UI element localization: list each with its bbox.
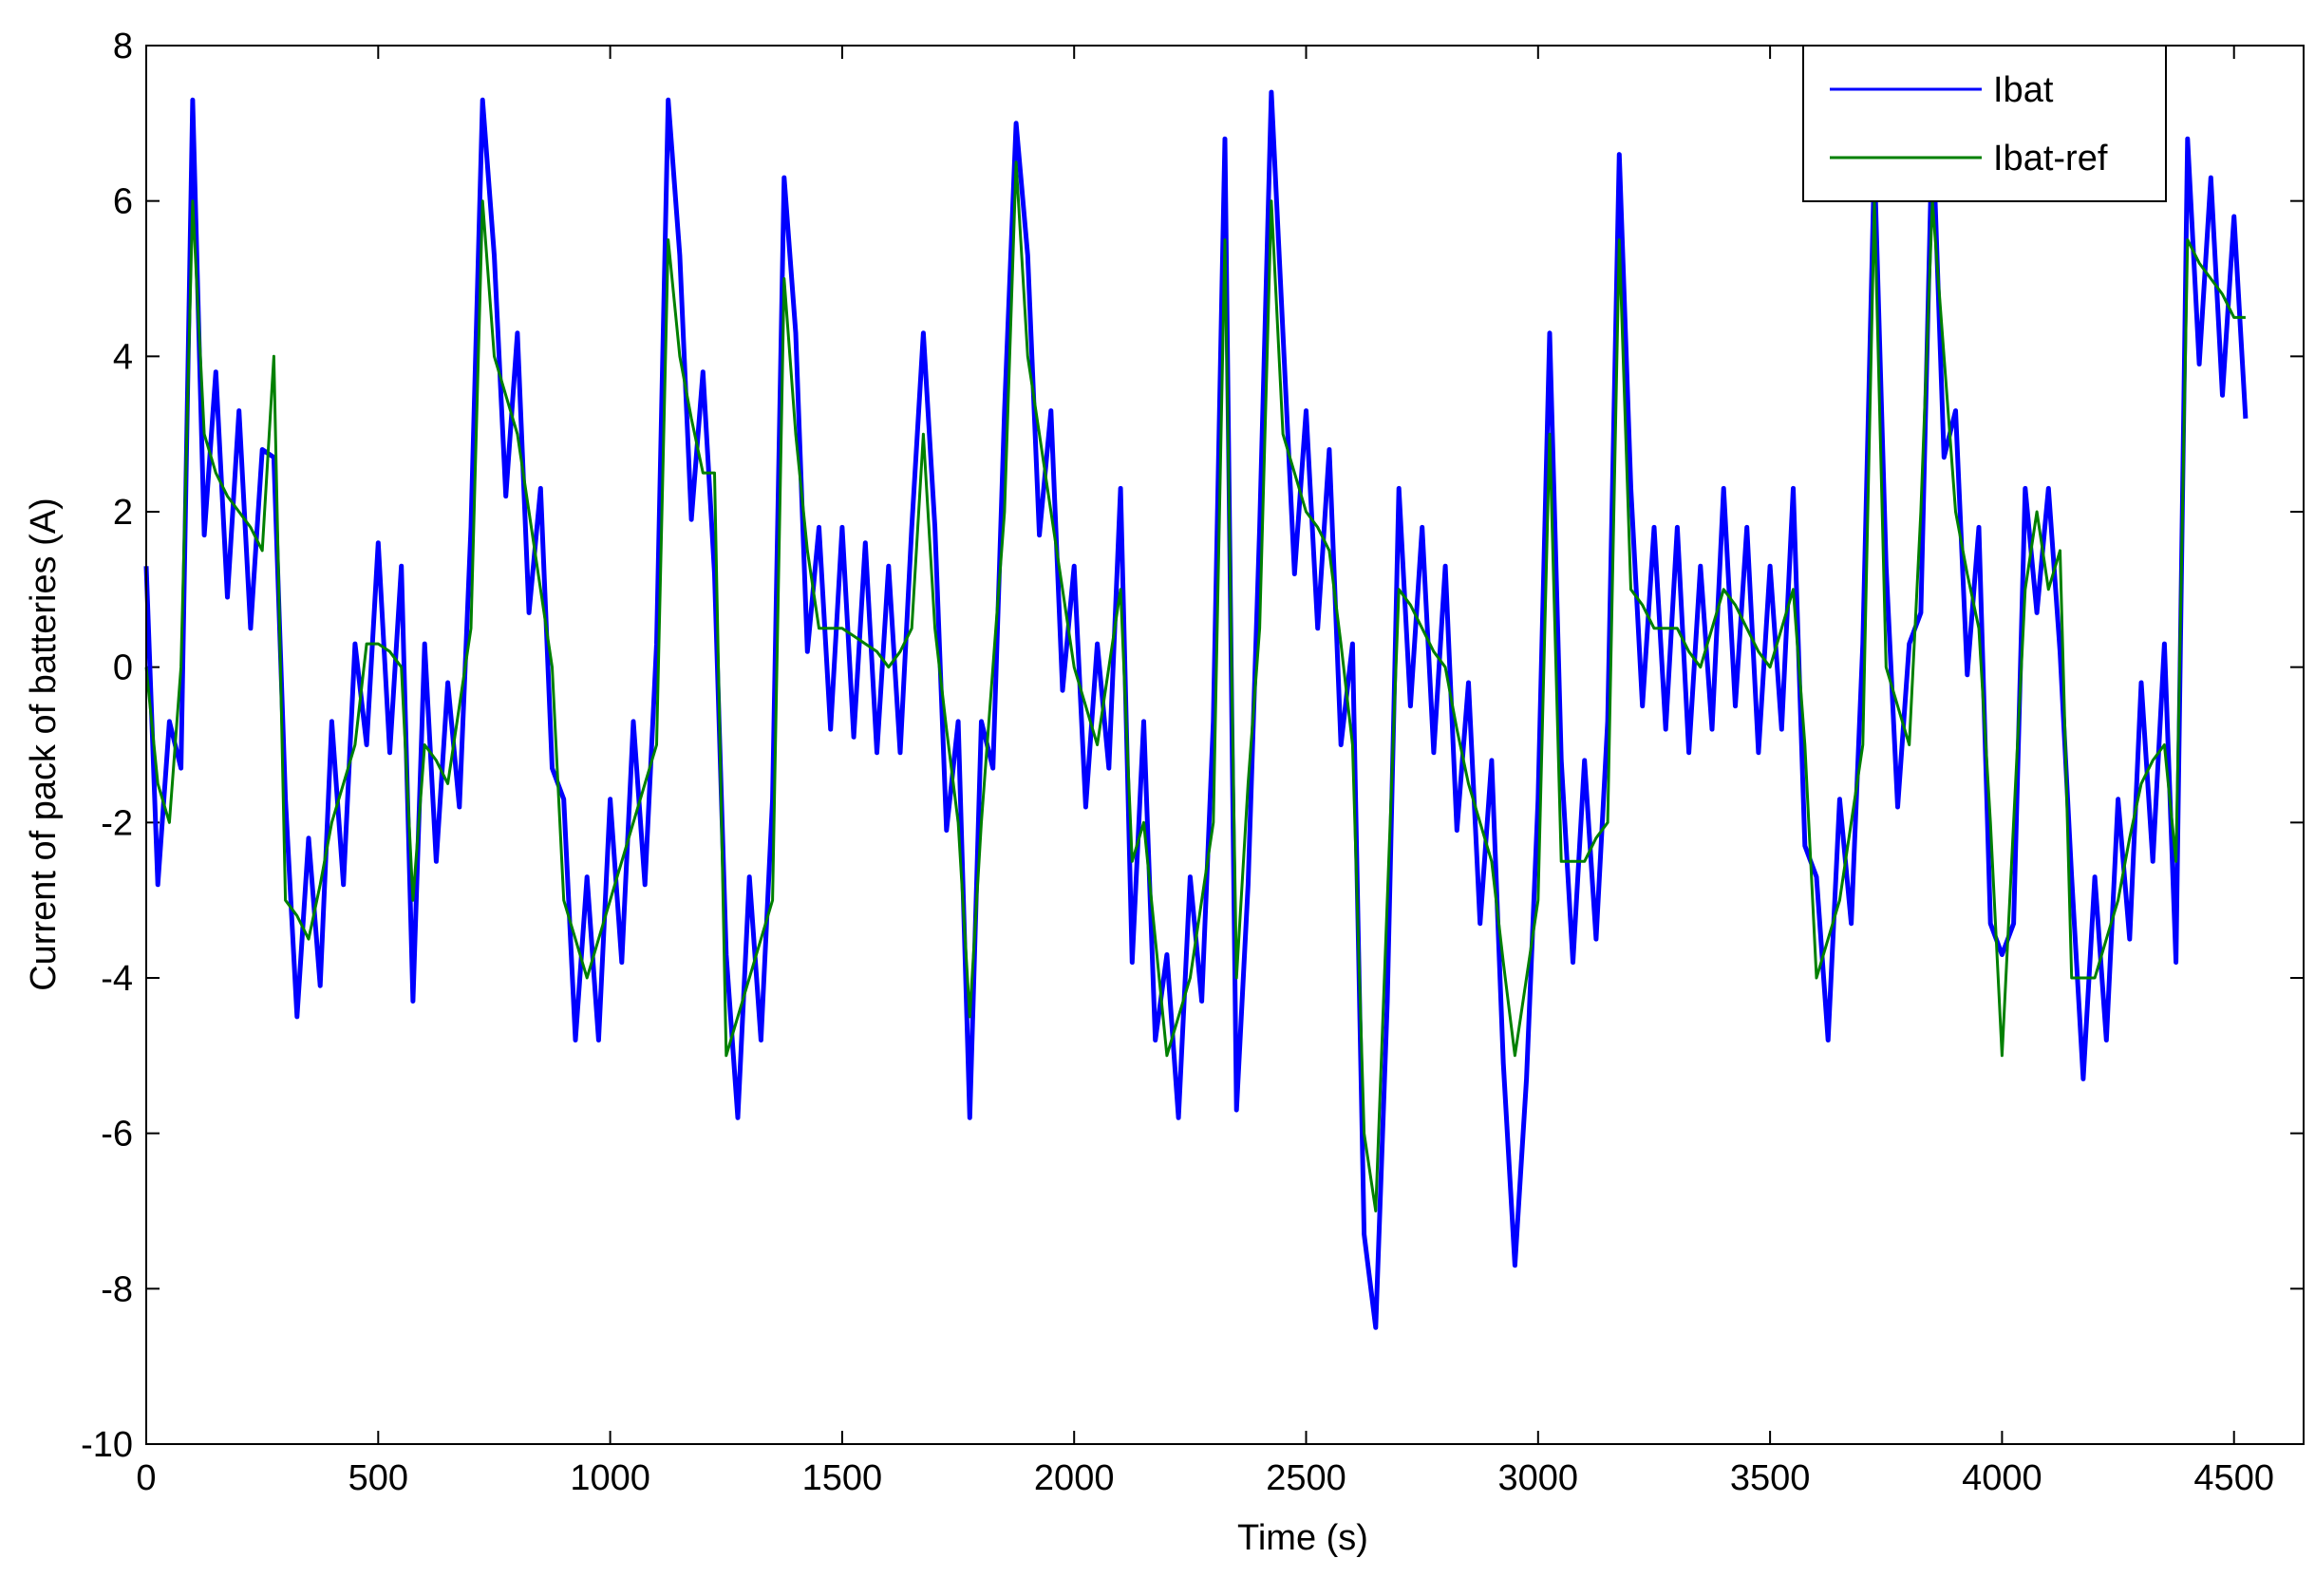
legend-label: Ibat-ref [1993,139,2108,178]
legend-box [1802,45,2167,202]
x-axis-label: Time (s) [1237,1518,1368,1558]
x-tick-label: 4500 [2193,1458,2274,1498]
data-line [144,160,2246,1212]
y-tick-label: -8 [101,1269,133,1309]
x-tick-label: 3500 [1730,1458,1811,1498]
x-tick-label: 4000 [1962,1458,2042,1498]
y-axis-label: Current of pack of batteries (A) [24,498,64,991]
y-tick-label: -10 [81,1425,133,1465]
y-tick-label: 0 [113,648,133,688]
y-tick-label: 2 [113,493,133,533]
x-tick-label: 1500 [802,1458,883,1498]
y-tick-label: 6 [113,182,133,222]
x-tick-label: 2500 [1266,1458,1346,1498]
x-tick-label: 500 [348,1458,408,1498]
y-tick-label: 8 [113,27,133,66]
x-tick-label: 3000 [1498,1458,1579,1498]
y-tick-label: -6 [101,1115,133,1155]
y-tick-label: -2 [101,803,133,843]
y-tick-label: 4 [113,337,133,377]
x-tick-label: 0 [136,1458,156,1498]
x-tick-label: 1000 [570,1458,650,1498]
y-tick-label: -4 [101,959,133,999]
plot-frame [145,45,2305,1445]
x-tick-label: 2000 [1034,1458,1115,1498]
legend-label: Ibat [1993,70,2054,110]
